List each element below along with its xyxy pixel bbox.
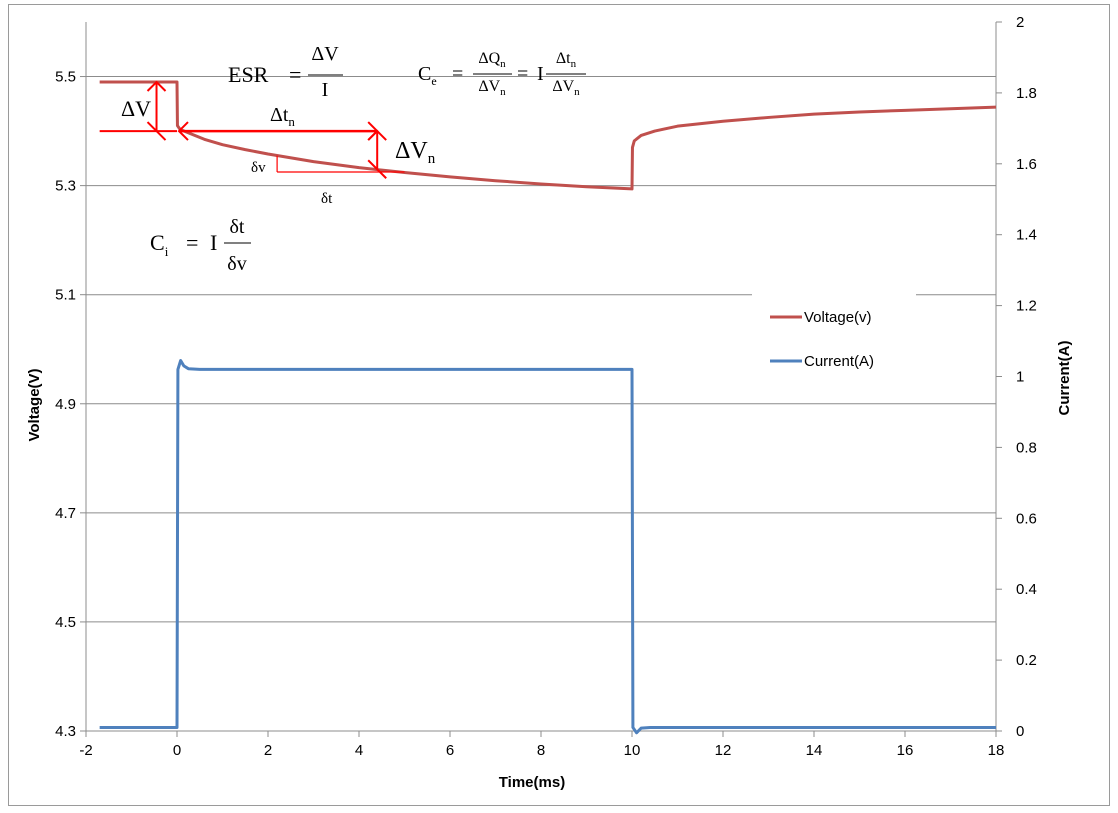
- series-line-voltage-v: [99, 80, 997, 191]
- ce-eq2: =: [517, 63, 528, 85]
- legend-label-voltage: Voltage(v): [804, 309, 872, 326]
- ce-lhs: Ce: [418, 63, 437, 88]
- y-right-tick-label-6: 1.2: [1016, 298, 1037, 315]
- series-line-current-a: [99, 359, 996, 735]
- esr-den: I: [322, 79, 329, 101]
- y-right-tick-label-0: 0: [1016, 723, 1024, 740]
- delta-v-arrow-head-top: [146, 80, 167, 92]
- y-left-tick-label-5: 5.3: [55, 178, 76, 195]
- ci-num: δt: [230, 216, 245, 238]
- delta-v-n-label: ΔVn: [395, 138, 436, 167]
- delta-t-n-label: Δtn: [270, 104, 295, 129]
- legend: Voltage(v) Current(A): [770, 309, 874, 370]
- delta-v-label: ΔV: [121, 96, 151, 121]
- ci-formula: Ci = I δt δv: [150, 216, 251, 275]
- y-right-tick-label-7: 1.4: [1016, 227, 1037, 244]
- ce-formula: Ce = ΔQn ΔVn = I Δtn ΔVn: [418, 50, 586, 98]
- ce-num1: ΔQn: [478, 50, 506, 70]
- small-dt-label: δt: [321, 191, 333, 207]
- y-left-tick-label-1: 4.5: [55, 614, 76, 631]
- esr-lhs: ESR: [228, 62, 269, 87]
- ci-lhs: Ci: [150, 230, 169, 259]
- small-dv-label: δv: [251, 160, 266, 176]
- y-left-tick-label-3: 4.9: [55, 396, 76, 413]
- y-right-tick-label-8: 1.6: [1016, 156, 1037, 173]
- ci-eq: =: [186, 230, 198, 255]
- series-layer: [99, 80, 997, 735]
- y-right-tick-label-2: 0.4: [1016, 581, 1037, 598]
- x-tick-label-1: 0: [173, 742, 181, 759]
- ce-num2: Δtn: [556, 50, 577, 70]
- ci-coef: I: [210, 230, 217, 255]
- delta-v-n-arrow-head-bottom: [367, 159, 387, 179]
- delta-v-n-arrow-head-top: [367, 129, 387, 141]
- y-right-tick-label-10: 2: [1016, 14, 1024, 31]
- y-left-tick-label-2: 4.7: [55, 505, 76, 522]
- chart-frame: [8, 4, 1110, 806]
- x-tick-label-3: 4: [355, 742, 363, 759]
- y-right-tick-label-4: 0.8: [1016, 439, 1037, 456]
- legend-label-current: Current(A): [804, 353, 874, 370]
- y-right-tick-label-5: 1: [1016, 369, 1024, 386]
- y-right-axis-title: Current(A): [1056, 341, 1073, 416]
- x-tick-label-5: 8: [537, 742, 545, 759]
- x-tick-label-2: 2: [264, 742, 272, 759]
- ce-eq1: =: [452, 63, 463, 85]
- x-tick-label-8: 14: [806, 742, 823, 759]
- delta-v-arrow-head-bottom: [146, 121, 167, 141]
- y-left-axis-title: Voltage(V): [26, 368, 43, 441]
- y-left-tick-label-0: 4.3: [55, 723, 76, 740]
- esr-eq: =: [289, 62, 301, 87]
- x-tick-label-7: 12: [715, 742, 732, 759]
- x-axis-title: Time(ms): [499, 774, 565, 791]
- y-right-tick-label-9: 1.8: [1016, 85, 1037, 102]
- legend-background: [752, 294, 916, 384]
- x-tick-label-10: 18: [988, 742, 1005, 759]
- ce-den2: ΔVn: [552, 78, 580, 98]
- y-right-tick-label-1: 0.2: [1016, 652, 1037, 669]
- esr-num: ΔV: [311, 43, 339, 65]
- x-tick-label-9: 16: [897, 742, 914, 759]
- x-tick-label-0: -2: [79, 742, 92, 759]
- ce-coef: I: [537, 63, 544, 85]
- ci-den: δv: [227, 253, 246, 275]
- grid: [86, 76, 996, 732]
- y-right-tick-label-3: 0.6: [1016, 510, 1037, 527]
- annotation-lines: [99, 80, 405, 179]
- delta-t-n-arrow-head-left: [177, 121, 189, 141]
- esr-formula: ESR = ΔV I: [228, 43, 343, 101]
- ce-den1: ΔVn: [478, 78, 506, 98]
- y-left-tick-label-6: 5.5: [55, 69, 76, 86]
- x-tick-label-6: 10: [624, 742, 641, 759]
- y-left-tick-label-4: 5.1: [55, 287, 76, 304]
- axes: -2 0 2 4 6 8 10 12 14 16 184.34.54.74.95.15.35.500…: [55, 14, 1037, 759]
- x-tick-label-4: 6: [446, 742, 454, 759]
